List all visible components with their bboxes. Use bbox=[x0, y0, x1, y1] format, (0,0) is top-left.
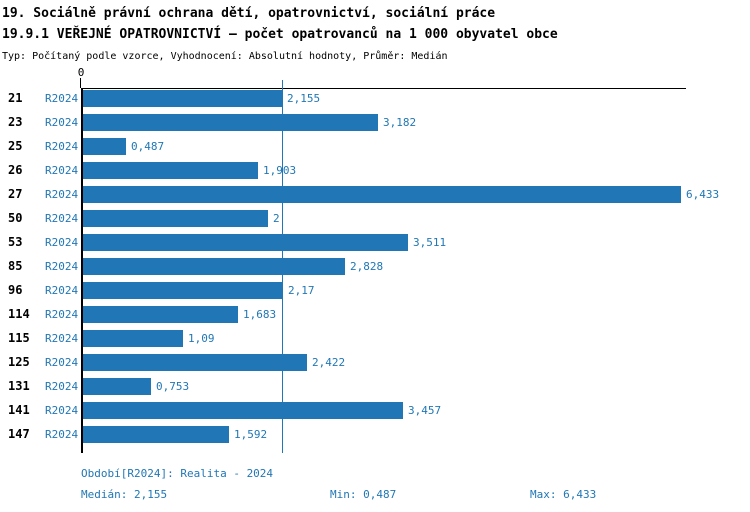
row-category-label: 26 bbox=[8, 163, 23, 177]
chart-row: 26 R2024 1,903 bbox=[0, 162, 750, 179]
bar-value-label: 3,511 bbox=[413, 236, 447, 249]
chart-row: 53 R2024 3,511 bbox=[0, 234, 750, 251]
row-category-label: 147 bbox=[8, 427, 30, 441]
chart-row: 115 R2024 1,09 bbox=[0, 330, 750, 347]
row-category-label: 53 bbox=[8, 235, 23, 249]
row-series-label: R2024 bbox=[45, 236, 79, 249]
row-series-label: R2024 bbox=[45, 428, 79, 441]
zero-tick-mark bbox=[80, 78, 81, 88]
row-category-label: 27 bbox=[8, 187, 23, 201]
bar bbox=[83, 378, 151, 395]
x-axis-zero-label: 0 bbox=[77, 66, 85, 79]
row-series-label: R2024 bbox=[45, 212, 79, 225]
chart-row: 141 R2024 3,457 bbox=[0, 402, 750, 419]
row-series-label: R2024 bbox=[45, 284, 79, 297]
bar bbox=[83, 402, 403, 419]
row-category-label: 131 bbox=[8, 379, 30, 393]
bar-value-label: 3,182 bbox=[383, 116, 417, 129]
bar bbox=[83, 114, 378, 131]
footer-median-label: Medián: 2,155 bbox=[81, 488, 168, 501]
bar-value-label: 2,155 bbox=[287, 92, 321, 105]
footer-min-label: Min: 0,487 bbox=[330, 488, 397, 501]
row-category-label: 50 bbox=[8, 211, 23, 225]
row-category-label: 85 bbox=[8, 259, 23, 273]
row-series-label: R2024 bbox=[45, 356, 79, 369]
bar-value-label: 2,828 bbox=[350, 260, 384, 273]
row-series-label: R2024 bbox=[45, 260, 79, 273]
row-category-label: 21 bbox=[8, 91, 23, 105]
chart-row: 23 R2024 3,182 bbox=[0, 114, 750, 131]
bar-value-label: 2,17 bbox=[288, 284, 315, 297]
row-series-label: R2024 bbox=[45, 164, 79, 177]
page-title-line1: 19. Sociálně právní ochrana dětí, opatro… bbox=[2, 6, 496, 21]
bar-value-label: 1,903 bbox=[263, 164, 297, 177]
row-series-label: R2024 bbox=[45, 188, 79, 201]
row-category-label: 96 bbox=[8, 283, 23, 297]
bar bbox=[83, 258, 345, 275]
chart-row: 21 R2024 2,155 bbox=[0, 90, 750, 107]
chart-row: 96 R2024 2,17 bbox=[0, 282, 750, 299]
bar-value-label: 1,09 bbox=[188, 332, 215, 345]
row-category-label: 115 bbox=[8, 331, 30, 345]
chart-row: 25 R2024 0,487 bbox=[0, 138, 750, 155]
row-series-label: R2024 bbox=[45, 332, 79, 345]
row-category-label: 23 bbox=[8, 115, 23, 129]
bar bbox=[83, 354, 307, 371]
row-series-label: R2024 bbox=[45, 92, 79, 105]
footer-period-label: Období[R2024]: Realita - 2024 bbox=[81, 467, 274, 480]
chart-subtitle: Typ: Počítaný podle vzorce, Vyhodnocení:… bbox=[2, 51, 448, 62]
chart-row: 50 R2024 2 bbox=[0, 210, 750, 227]
bar bbox=[83, 186, 681, 203]
row-series-label: R2024 bbox=[45, 404, 79, 417]
chart-row: 114 R2024 1,683 bbox=[0, 306, 750, 323]
row-series-label: R2024 bbox=[45, 380, 79, 393]
row-category-label: 25 bbox=[8, 139, 23, 153]
bar bbox=[83, 234, 408, 251]
row-series-label: R2024 bbox=[45, 116, 79, 129]
bar bbox=[83, 210, 268, 227]
chart-row: 85 R2024 2,828 bbox=[0, 258, 750, 275]
footer-max-label: Max: 6,433 bbox=[530, 488, 597, 501]
bar bbox=[83, 138, 126, 155]
page-title-line2: 19.9.1 VEŘEJNÉ OPATROVNICTVÍ – počet opa… bbox=[2, 27, 558, 42]
bar-value-label: 0,753 bbox=[156, 380, 190, 393]
bar-value-label: 0,487 bbox=[131, 140, 165, 153]
bar bbox=[83, 330, 183, 347]
chart-row: 125 R2024 2,422 bbox=[0, 354, 750, 371]
plot-area bbox=[81, 88, 686, 453]
bar bbox=[83, 426, 229, 443]
row-category-label: 114 bbox=[8, 307, 30, 321]
row-series-label: R2024 bbox=[45, 308, 79, 321]
bar bbox=[83, 90, 282, 107]
row-category-label: 125 bbox=[8, 355, 30, 369]
bar-value-label: 2 bbox=[273, 212, 280, 225]
chart-row: 27 R2024 6,433 bbox=[0, 186, 750, 203]
bar-value-label: 1,683 bbox=[243, 308, 277, 321]
bar bbox=[83, 282, 283, 299]
chart-row: 131 R2024 0,753 bbox=[0, 378, 750, 395]
row-category-label: 141 bbox=[8, 403, 30, 417]
bar bbox=[83, 162, 258, 179]
row-series-label: R2024 bbox=[45, 140, 79, 153]
bar-value-label: 3,457 bbox=[408, 404, 442, 417]
bar-value-label: 6,433 bbox=[686, 188, 720, 201]
bar bbox=[83, 306, 238, 323]
chart-row: 147 R2024 1,592 bbox=[0, 426, 750, 443]
bar-value-label: 2,422 bbox=[312, 356, 346, 369]
bar-value-label: 1,592 bbox=[234, 428, 268, 441]
